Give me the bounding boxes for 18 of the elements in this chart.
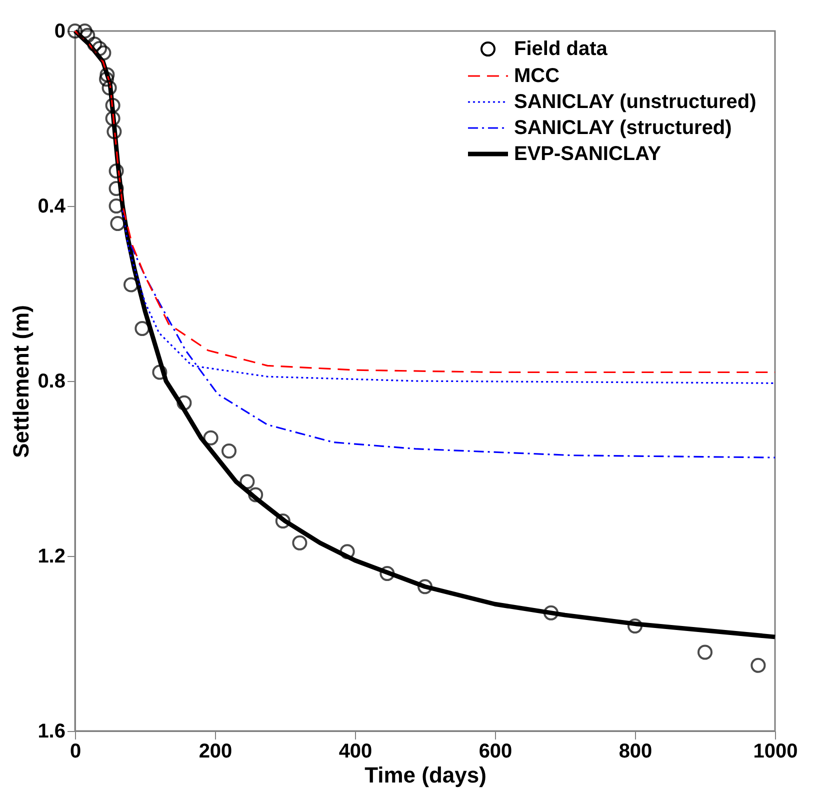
x-tick-label: 1000 — [753, 740, 798, 762]
legend-label: Field data — [514, 38, 608, 60]
y-axis-title: Settlement (m) — [8, 305, 34, 458]
y-tick-label: 0.8 — [38, 370, 66, 392]
legend-label: MCC — [514, 65, 560, 87]
x-axis-title: Time (days) — [364, 762, 486, 788]
legend-label: SANICLAY (structured) — [514, 117, 732, 139]
x-tick-label: 800 — [618, 740, 652, 762]
y-tick-label: 0.4 — [38, 196, 66, 218]
y-tick-label: 0 — [54, 20, 66, 42]
legend-label: EVP-SANICLAY — [514, 143, 662, 165]
x-tick-label: 0 — [70, 740, 82, 762]
y-tick-label: 1.6 — [38, 720, 66, 742]
y-tick-label: 1.2 — [38, 546, 66, 568]
x-tick-label: 600 — [478, 740, 512, 762]
x-tick-label: 200 — [198, 740, 232, 762]
legend-label: SANICLAY (unstructured) — [514, 91, 756, 113]
x-tick-label: 400 — [338, 740, 372, 762]
